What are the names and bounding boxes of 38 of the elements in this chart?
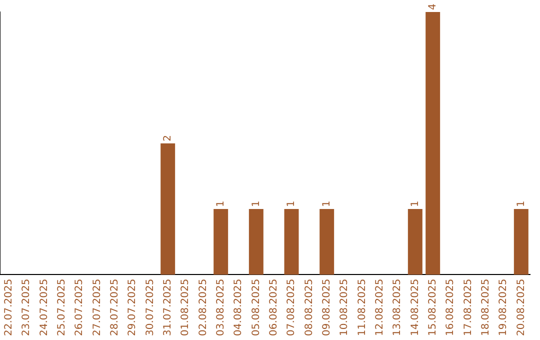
x-tick-label: 02.08.2025 [198,278,209,336]
x-tick-label: 24.07.2025 [38,278,50,336]
x-tick-label: 30.07.2025 [144,278,156,336]
data-label: 2 [162,134,174,142]
x-tick-label: 20.08.2025 [516,278,527,336]
x-tick-label: 07.08.2025 [286,278,298,336]
x-tick-label: 27.07.2025 [92,278,103,336]
x-tick-label: 25.07.2025 [56,278,68,336]
data-label: 1 [410,200,421,208]
data-label: 1 [321,200,332,208]
x-tick-label: 14.08.2025 [410,278,421,336]
x-tick-label: 19.08.2025 [498,278,510,336]
x-tick-label: 18.08.2025 [480,278,492,336]
x-tick-label: 15.08.2025 [427,278,438,336]
x-tick-label: 22.07.2025 [3,278,14,336]
x-tick-label: 06.08.2025 [268,278,280,336]
x-tick-label: 10.08.2025 [339,278,350,336]
x-tick-label: 09.08.2025 [321,278,332,336]
x-tick-label: 16.08.2025 [445,278,456,336]
x-tick-label: 03.08.2025 [215,278,226,336]
x-tick-label: 13.08.2025 [392,278,404,336]
data-label: 1 [286,200,298,208]
data-label: 1 [250,200,262,208]
x-tick-label: 23.07.2025 [21,278,32,336]
x-tick-label: 26.07.2025 [74,278,86,336]
data-label: 4 [427,4,438,10]
data-label: 1 [516,200,527,208]
x-tick-label: 31.07.2025 [162,278,174,336]
data-label: 1 [215,200,226,208]
x-tick-label: 12.08.2025 [374,278,386,336]
x-tick-label: 08.08.2025 [304,278,315,336]
x-tick-label: 04.08.2025 [233,278,244,336]
x-tick-label: 29.07.2025 [127,278,138,336]
x-tick-label: 28.07.2025 [109,278,120,336]
x-tick-label: 05.08.2025 [250,278,262,336]
x-tick-label: 01.08.2025 [180,278,192,336]
x-tick-label: 17.08.2025 [462,278,474,336]
x-tick-label: 11.08.2025 [356,278,368,336]
